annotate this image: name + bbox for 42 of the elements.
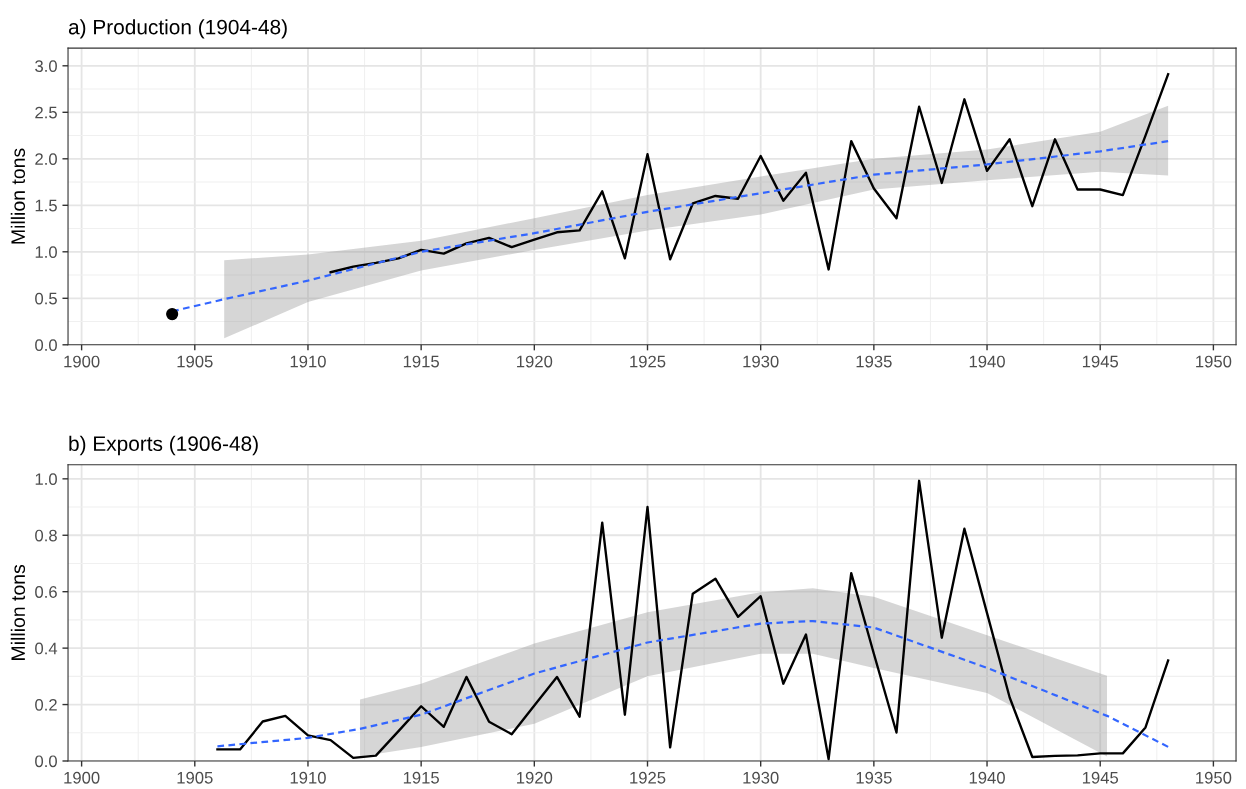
y-tick-label: 0.0 [35, 755, 57, 768]
x-tick-label: 1910 [290, 355, 326, 368]
x-tick-label: 1950 [1196, 355, 1232, 368]
y-tick-label: 1.5 [35, 199, 57, 212]
y-tick-label: 2.0 [35, 153, 57, 165]
x-tick-label: 1945 [1082, 355, 1119, 368]
x-tick-label: 1905 [177, 771, 213, 784]
x-tick-label: 1930 [743, 771, 779, 784]
x-tick-label: 1910 [290, 771, 326, 784]
y-axis-title: Million tons [10, 148, 26, 244]
y-tick-label: 0.0 [35, 339, 57, 351]
y-tick-label: 3.0 [35, 60, 57, 72]
y-tick-label: 0.2 [35, 698, 57, 711]
x-tick-label: 1920 [517, 355, 553, 368]
x-tick-label: 1950 [1196, 771, 1232, 784]
chart-title: b) Exports (1906-48) [69, 435, 258, 456]
x-tick-label: 1915 [403, 771, 439, 784]
y-tick-label: 0.6 [35, 586, 57, 598]
x-tick-label: 1905 [177, 355, 213, 368]
x-tick-label: 1925 [630, 771, 666, 784]
x-tick-label: 1935 [856, 355, 892, 368]
line-series [329, 72, 1170, 274]
x-tick-label: 1900 [64, 771, 100, 784]
chart-title: a) Production (1904-48) [68, 19, 287, 39]
y-tick-label: 1.0 [35, 473, 57, 486]
x-tick-label: 1920 [517, 771, 553, 784]
x-tick-label: 1930 [743, 355, 779, 368]
y-tick-label: 0.8 [35, 529, 57, 542]
x-tick-label: 1915 [403, 355, 439, 368]
line-series [216, 479, 1170, 761]
x-tick-label: 1925 [630, 355, 666, 368]
y-tick-label: 0.4 [35, 642, 58, 655]
y-tick-label: 0.5 [35, 292, 57, 305]
x-tick-label: 1900 [64, 355, 100, 368]
x-tick-label: 1945 [1082, 771, 1119, 784]
x-tick-label: 1940 [969, 771, 1005, 784]
y-axis-title: Million tons [10, 564, 26, 660]
y-tick-label: 2.5 [35, 106, 57, 119]
line-series [216, 619, 1170, 748]
x-tick-label: 1940 [969, 355, 1005, 368]
y-tick-label: 1.0 [35, 246, 57, 258]
x-tick-label: 1935 [856, 771, 892, 784]
